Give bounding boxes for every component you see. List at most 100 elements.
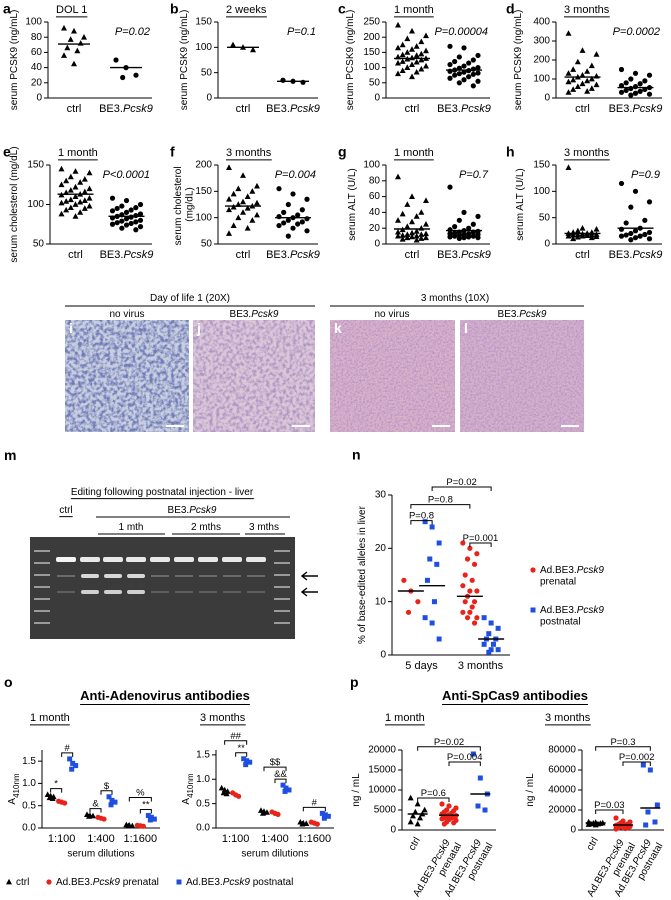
data-point <box>431 599 437 605</box>
data-point <box>263 809 270 815</box>
data-point <box>439 816 445 822</box>
gel-band <box>151 575 169 577</box>
text-run: ctrl <box>405 103 420 115</box>
text-run: j <box>196 320 201 336</box>
data-point <box>148 814 154 820</box>
data-point <box>395 173 401 180</box>
data-point <box>446 803 452 809</box>
data-point <box>588 85 595 91</box>
gel-band <box>199 591 217 593</box>
text-run: serum PCSK9 (ng/mL) <box>9 10 20 111</box>
text-run: # <box>312 797 318 808</box>
gel-band <box>223 575 241 577</box>
text-run: Pcsk9 <box>290 249 320 261</box>
data-point <box>299 207 305 213</box>
data-point <box>283 785 289 791</box>
comparison-label: P=0.02 <box>434 736 464 747</box>
data-point <box>109 208 116 214</box>
data-point <box>565 89 572 95</box>
y-tick-label: 80 <box>369 175 381 186</box>
gel-band <box>246 557 266 562</box>
data-point <box>236 793 242 799</box>
data-point <box>77 179 84 185</box>
text-run: 1 mth <box>118 522 143 533</box>
data-point <box>72 183 79 190</box>
x-tick-label: BE3.Pcsk9 <box>100 249 154 261</box>
data-point <box>570 66 577 72</box>
text-run: Pcsk9 <box>577 605 605 616</box>
y-tick-label: 300 <box>533 36 550 47</box>
y-tick-label: 40 <box>31 62 43 73</box>
data-point <box>418 209 425 215</box>
gel-group: BE3.Pcsk9 <box>168 505 217 516</box>
x-tick-label: ctrl <box>584 835 600 852</box>
gel-band <box>34 610 50 612</box>
x-tick-label: BE3.Pcsk9 <box>609 103 663 115</box>
y-tick-label: 50 <box>369 77 381 88</box>
y-tick-label: 30 <box>375 490 387 501</box>
text-run: 2 mths <box>191 522 221 533</box>
data-point <box>230 190 237 197</box>
data-point <box>133 219 139 225</box>
bracket <box>224 740 248 745</box>
text-run: ctrl <box>236 249 251 261</box>
data-point <box>113 57 119 63</box>
data-point <box>49 795 56 801</box>
data-point <box>418 231 425 237</box>
gel-band <box>81 590 99 594</box>
text-run: 1:100 <box>48 833 76 845</box>
bracket <box>417 797 450 802</box>
text-run: no virus <box>109 309 144 320</box>
data-point <box>418 225 425 231</box>
data-point <box>413 232 420 239</box>
data-point <box>645 809 651 815</box>
data-point <box>407 794 414 801</box>
data-point <box>123 222 130 228</box>
gel-timepoint: 1 mth <box>118 522 143 533</box>
data-point <box>395 217 401 223</box>
y-axis-label: serum PCSK9 (ng/mL) <box>179 10 190 111</box>
data-point <box>646 72 653 78</box>
data-point <box>632 228 639 234</box>
data-point <box>254 211 260 218</box>
data-point <box>86 194 93 201</box>
y-tick-label: 20 <box>31 77 43 88</box>
y-axis-label: A410nm <box>7 773 21 804</box>
gel-band <box>127 574 145 578</box>
data-point <box>290 191 296 197</box>
data-point <box>585 821 592 827</box>
data-point <box>120 74 126 81</box>
panel-subtitle: 3 months <box>545 712 591 724</box>
data-point <box>462 599 468 605</box>
data-point <box>250 46 256 53</box>
data-point <box>613 826 619 832</box>
gel-band <box>247 591 265 593</box>
y-tick-label: 60 <box>31 47 43 58</box>
gel-band <box>126 557 146 562</box>
panel-letter: m <box>4 447 16 463</box>
gel-band <box>247 575 265 577</box>
text-run: (mg/dL) <box>184 187 195 221</box>
text-run: BE3. <box>99 103 123 115</box>
data-point <box>456 235 462 242</box>
text-run: BE3. <box>266 249 290 261</box>
data-point <box>244 193 251 199</box>
text-run: Pcsk9 <box>223 877 251 888</box>
text-run: $$ <box>270 757 281 768</box>
data-point <box>447 184 453 190</box>
panel-letter: j <box>196 320 201 336</box>
panel-letter: b <box>170 1 179 17</box>
x-tick-label: BE3.Pcsk9 <box>609 249 663 261</box>
data-point <box>140 823 146 829</box>
data-point <box>409 27 415 34</box>
data-point <box>467 588 473 594</box>
data-point <box>481 615 487 621</box>
data-point <box>637 88 643 94</box>
data-point <box>461 45 467 51</box>
data-point <box>240 172 246 178</box>
histology-header: Day of life 1 (20X) <box>150 293 230 304</box>
x-tick-label: BE3.Pcsk9 <box>99 103 153 115</box>
data-point <box>413 68 420 75</box>
data-point <box>63 206 70 213</box>
gel-band <box>274 586 290 588</box>
